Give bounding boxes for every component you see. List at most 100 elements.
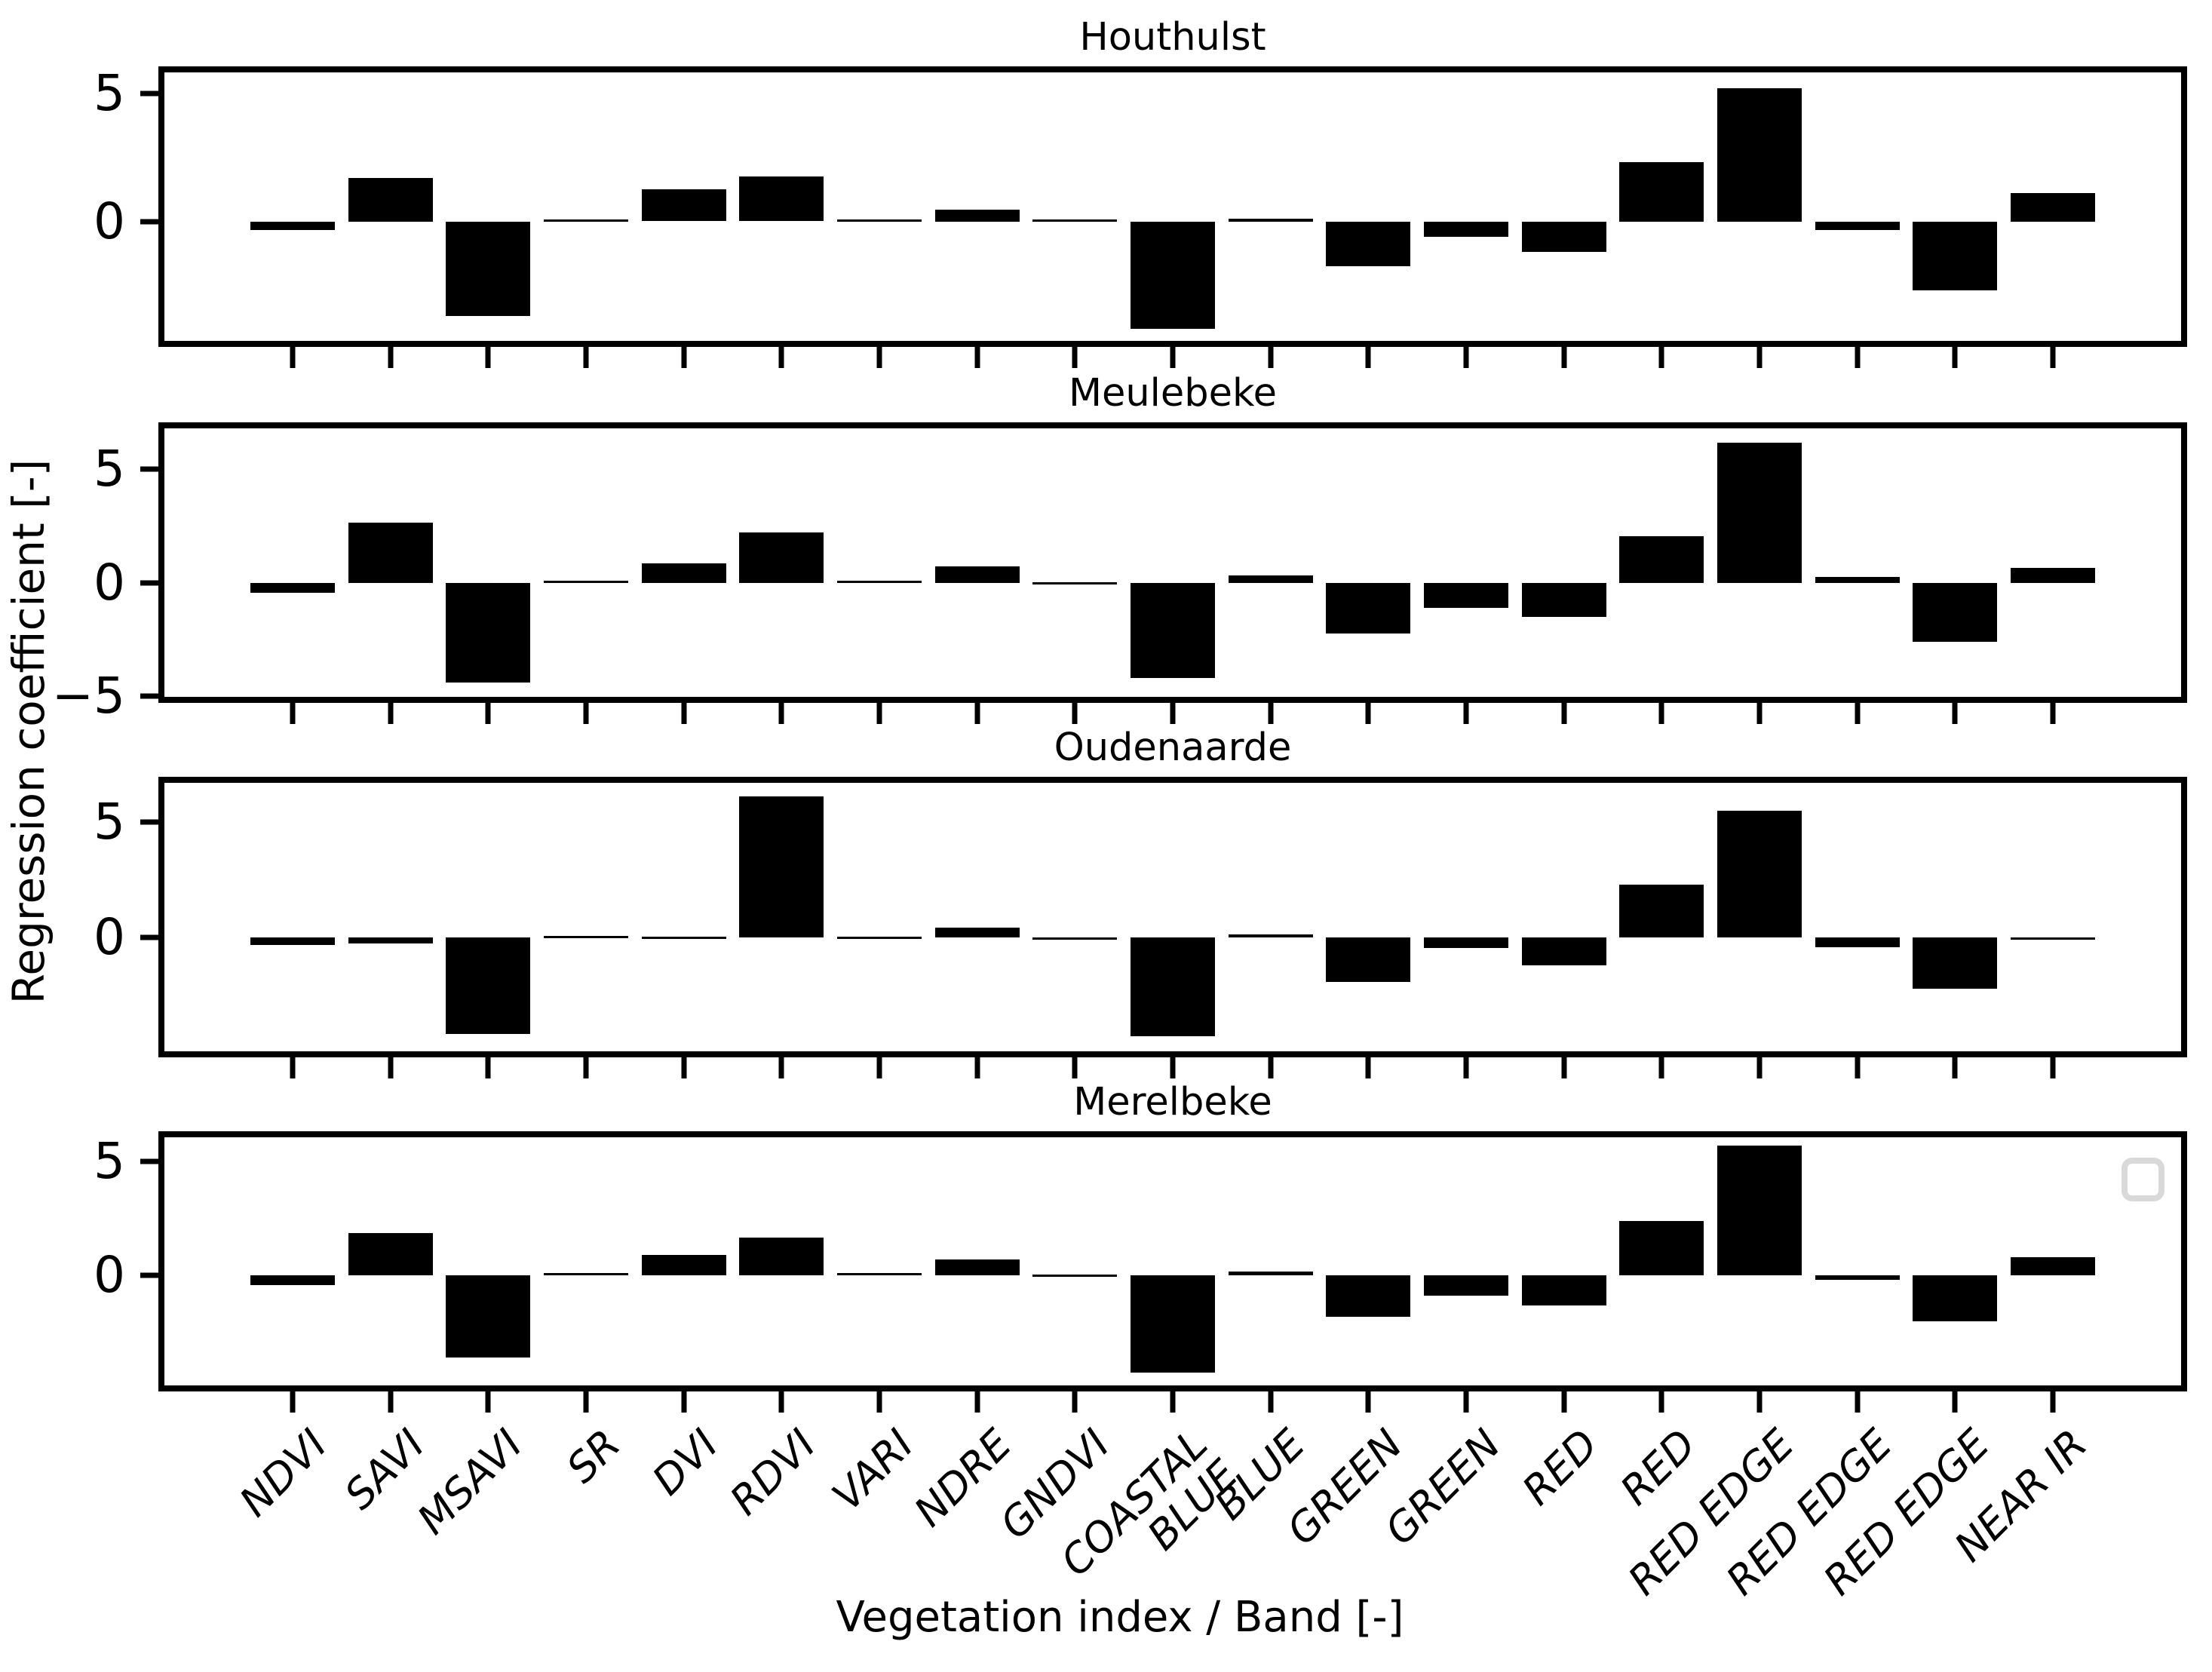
bar-oudenaarde-12-green: [1424, 937, 1508, 949]
bar-meulebeke-5-rdvi: [739, 532, 824, 583]
x-axis-label: Vegetation index / Band [-]: [836, 1593, 1404, 1642]
subplot-meulebeke: [140, 422, 2187, 724]
x-tick-merelbeke-8: [1072, 1385, 1078, 1413]
x-tick-oudenaarde-11: [1365, 1051, 1371, 1078]
bar-meulebeke-11-green: [1326, 582, 1411, 634]
bar-houthulst-2-msavi: [446, 221, 531, 317]
x-tick-oudenaarde-18: [2050, 1051, 2056, 1078]
x-tick-houthulst-14: [1658, 341, 1664, 368]
x-tick-merelbeke-2: [485, 1385, 491, 1413]
x-tick-merelbeke-12: [1463, 1385, 1469, 1413]
y-tick-label-houthulst-0: 0: [94, 192, 125, 250]
subplot-title-oudenaarde: Oudenaarde: [1054, 726, 1292, 770]
bar-oudenaarde-18-near-ir: [2011, 937, 2095, 940]
x-tick-oudenaarde-2: [485, 1051, 491, 1078]
y-tick-label-meulebeke--5: −5: [51, 667, 125, 726]
x-tick-oudenaarde-4: [681, 1051, 687, 1078]
bar-houthulst-7-ndre: [934, 210, 1020, 222]
bar-houthulst-5-rdvi: [739, 176, 824, 222]
bar-meulebeke-4-dvi: [641, 563, 726, 583]
y-tick-oudenaarde-0: [140, 934, 158, 940]
bar-oudenaarde-7-ndre: [934, 927, 1020, 938]
x-tick-merelbeke-4: [681, 1385, 687, 1413]
x-category-label-13-red: RED: [1513, 1420, 1608, 1514]
bar-oudenaarde-14-red: [1619, 884, 1704, 938]
y-tick-houthulst-5: [140, 91, 158, 97]
x-tick-meulebeke-1: [388, 697, 394, 724]
x-tick-houthulst-12: [1463, 341, 1469, 368]
bar-houthulst-13-red: [1521, 221, 1606, 253]
bar-meulebeke-14-red: [1619, 535, 1704, 583]
bar-meulebeke-7-ndre: [934, 566, 1020, 583]
x-tick-meulebeke-6: [876, 697, 882, 724]
x-tick-meulebeke-3: [583, 697, 589, 724]
x-category-label-3-sr: SR: [557, 1420, 630, 1493]
x-tick-oudenaarde-3: [583, 1051, 589, 1078]
x-tick-meulebeke-15: [1756, 697, 1763, 724]
x-tick-houthulst-16: [1855, 341, 1861, 368]
bar-merelbeke-5-rdvi: [739, 1238, 824, 1275]
x-tick-merelbeke-10: [1268, 1385, 1274, 1413]
bar-houthulst-16-red-edge: [1815, 221, 1900, 231]
y-tick-label-oudenaarde-0: 0: [94, 908, 125, 967]
x-tick-houthulst-15: [1756, 341, 1763, 368]
bar-meulebeke-2-msavi: [446, 582, 531, 683]
x-tick-oudenaarde-14: [1658, 1051, 1664, 1078]
x-tick-oudenaarde-17: [1952, 1051, 1958, 1078]
bar-merelbeke-0-ndvi: [250, 1275, 335, 1286]
x-tick-merelbeke-9: [1170, 1385, 1176, 1413]
x-tick-meulebeke-0: [290, 697, 296, 724]
x-tick-houthulst-3: [583, 341, 589, 368]
x-category-label-2-msavi: MSAVI: [408, 1420, 532, 1544]
bar-oudenaarde-3-sr: [544, 936, 628, 939]
bar-oudenaarde-13-red: [1521, 937, 1606, 966]
y-tick-label-merelbeke-5: 5: [94, 1132, 125, 1191]
y-tick-label-meulebeke-5: 5: [94, 439, 125, 498]
y-tick-houthulst-0: [140, 219, 158, 224]
x-tick-houthulst-6: [876, 341, 882, 368]
bar-oudenaarde-0-ndvi: [250, 937, 335, 945]
bar-meulebeke-15-red-edge: [1717, 443, 1802, 583]
bar-oudenaarde-17-red-edge: [1913, 937, 1998, 989]
x-tick-oudenaarde-5: [778, 1051, 784, 1078]
bar-houthulst-8-gndvi: [1032, 219, 1118, 222]
bar-meulebeke-1-savi: [348, 522, 433, 583]
x-tick-meulebeke-11: [1365, 697, 1371, 724]
x-tick-merelbeke-1: [388, 1385, 394, 1413]
x-category-label-5-rdvi: RDVI: [721, 1420, 826, 1525]
bar-houthulst-1-savi: [348, 177, 433, 222]
bar-merelbeke-15-red-edge: [1717, 1146, 1802, 1275]
x-tick-houthulst-4: [681, 341, 687, 368]
x-tick-merelbeke-18: [2050, 1385, 2056, 1413]
x-tick-merelbeke-3: [583, 1385, 589, 1413]
bar-meulebeke-9-coastal-blue: [1131, 582, 1215, 679]
y-tick-merelbeke-0: [140, 1272, 158, 1278]
subplot-houthulst: [140, 66, 2187, 368]
bar-merelbeke-9-coastal-blue: [1131, 1275, 1215, 1373]
bar-merelbeke-12-green: [1424, 1275, 1508, 1296]
x-tick-merelbeke-17: [1952, 1385, 1958, 1413]
bar-merelbeke-10-blue: [1228, 1272, 1313, 1275]
bar-oudenaarde-6-vari: [837, 936, 922, 939]
x-tick-merelbeke-16: [1855, 1385, 1861, 1413]
bar-houthulst-15-red-edge: [1717, 88, 1802, 222]
x-tick-meulebeke-18: [2050, 697, 2056, 724]
x-tick-houthulst-13: [1561, 341, 1567, 368]
bar-merelbeke-16-red-edge: [1815, 1275, 1900, 1280]
x-tick-meulebeke-4: [681, 697, 687, 724]
subplot-oudenaarde: [140, 777, 2187, 1078]
bar-merelbeke-4-dvi: [641, 1254, 726, 1275]
bar-houthulst-10-blue: [1228, 219, 1313, 222]
x-tick-oudenaarde-1: [388, 1051, 394, 1078]
x-tick-houthulst-9: [1170, 341, 1176, 368]
x-tick-meulebeke-14: [1658, 697, 1664, 724]
x-tick-meulebeke-8: [1072, 697, 1078, 724]
bar-merelbeke-6-vari: [837, 1273, 922, 1276]
bar-merelbeke-2-msavi: [446, 1275, 531, 1358]
bar-oudenaarde-1-savi: [348, 937, 433, 944]
y-tick-label-meulebeke-0: 0: [94, 553, 125, 612]
bar-meulebeke-10-blue: [1228, 575, 1313, 583]
bar-oudenaarde-10-blue: [1228, 934, 1313, 938]
x-tick-merelbeke-7: [974, 1385, 980, 1413]
bar-oudenaarde-4-dvi: [641, 936, 726, 939]
